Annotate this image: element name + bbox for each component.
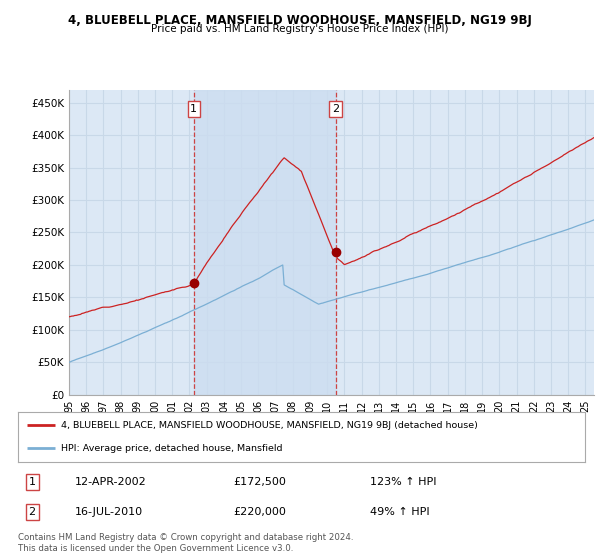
Text: 4, BLUEBELL PLACE, MANSFIELD WOODHOUSE, MANSFIELD, NG19 9BJ (detached house): 4, BLUEBELL PLACE, MANSFIELD WOODHOUSE, …	[61, 421, 478, 430]
Text: £220,000: £220,000	[233, 507, 286, 517]
Text: 49% ↑ HPI: 49% ↑ HPI	[370, 507, 429, 517]
Text: Contains HM Land Registry data © Crown copyright and database right 2024.
This d: Contains HM Land Registry data © Crown c…	[18, 533, 353, 553]
Text: 16-JUL-2010: 16-JUL-2010	[75, 507, 143, 517]
Text: 1: 1	[190, 104, 197, 114]
Text: £172,500: £172,500	[233, 477, 286, 487]
Text: HPI: Average price, detached house, Mansfield: HPI: Average price, detached house, Mans…	[61, 444, 282, 453]
Text: 12-APR-2002: 12-APR-2002	[75, 477, 146, 487]
Text: 123% ↑ HPI: 123% ↑ HPI	[370, 477, 436, 487]
Text: Price paid vs. HM Land Registry's House Price Index (HPI): Price paid vs. HM Land Registry's House …	[151, 24, 449, 34]
Text: 2: 2	[29, 507, 36, 517]
Bar	[194, 90, 336, 395]
Text: 2: 2	[332, 104, 340, 114]
Text: 4, BLUEBELL PLACE, MANSFIELD WOODHOUSE, MANSFIELD, NG19 9BJ: 4, BLUEBELL PLACE, MANSFIELD WOODHOUSE, …	[68, 14, 532, 27]
Text: 1: 1	[29, 477, 35, 487]
